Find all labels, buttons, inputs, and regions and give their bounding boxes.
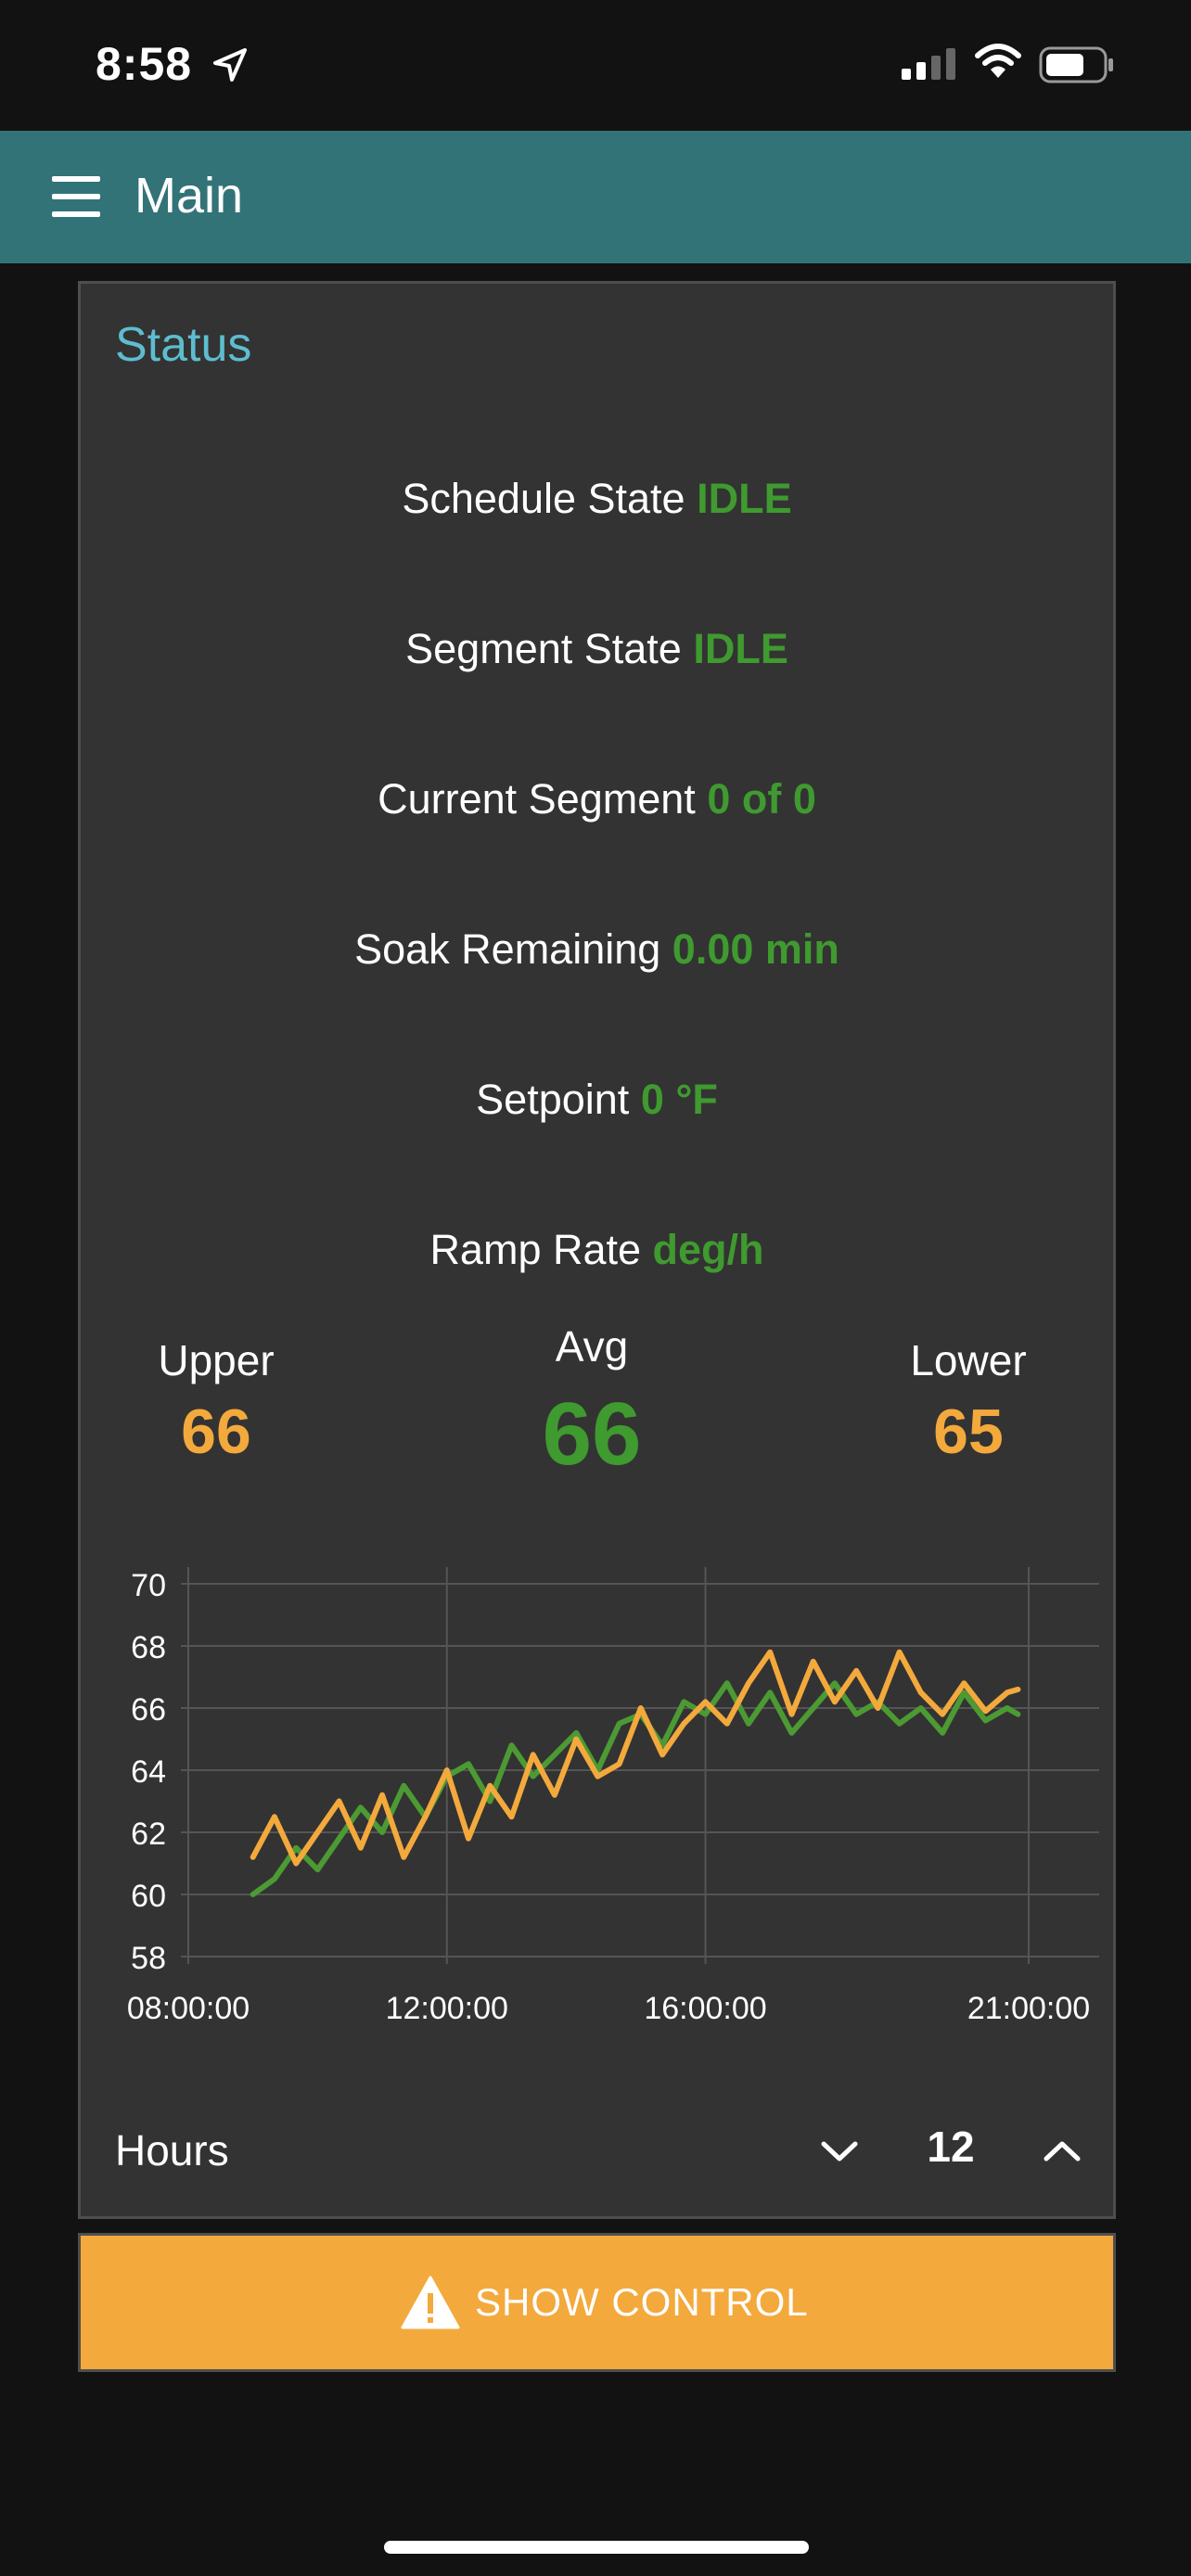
segment-state-row: Segment State IDLE	[78, 625, 1116, 673]
segment-state-label: Segment State	[405, 625, 682, 672]
wifi-icon	[975, 44, 1021, 78]
current-segment-row: Current Segment 0 of 0	[78, 775, 1116, 823]
y-tick-label: 66	[131, 1692, 166, 1728]
x-tick-label: 08:00:00	[127, 1991, 250, 2026]
status-time: 8:58	[96, 38, 193, 90]
y-tick-label: 58	[131, 1941, 166, 1976]
y-tick-label: 60	[131, 1879, 166, 1914]
avg-gauge-value: 66	[542, 1384, 642, 1484]
status-bar: 8:58	[0, 0, 1191, 131]
y-tick-label: 62	[131, 1817, 166, 1852]
setpoint-row: Setpoint 0 °F	[78, 1076, 1116, 1124]
setpoint-label: Setpoint	[476, 1076, 630, 1123]
series-line-2	[250, 1649, 1021, 1867]
chevron-up-icon[interactable]	[1039, 2133, 1085, 2170]
y-tick-label: 70	[131, 1568, 166, 1603]
schedule-state-value: IDLE	[697, 475, 792, 522]
temperature-chart: 70 68 66 64 62 60 58 08:00:00 12:00:00 16:00:00 21…	[127, 1567, 1099, 2026]
upper-gauge-label: Upper	[158, 1336, 275, 1384]
schedule-state-row: Schedule State IDLE	[78, 475, 1116, 523]
current-segment-label: Current Segment	[378, 775, 696, 823]
soak-remaining-label: Soak Remaining	[354, 925, 661, 973]
x-tick-label: 16:00:00	[644, 1991, 766, 2026]
segment-state-value: IDLE	[693, 625, 788, 672]
ramp-rate-label: Ramp Rate	[429, 1226, 642, 1273]
app-bar	[0, 131, 1191, 263]
setpoint-value: 0 °F	[640, 1076, 718, 1123]
soak-remaining-value: 0.00 min	[672, 925, 839, 973]
show-control-button[interactable]: SHOW CONTROL	[78, 2233, 1116, 2372]
y-tick-label: 64	[131, 1754, 166, 1790]
show-control-label: SHOW CONTROL	[475, 2280, 809, 2324]
avg-gauge-label: Avg	[555, 1322, 629, 1371]
hours-label: Hours	[115, 2126, 229, 2174]
current-segment-value: 0 of 0	[707, 775, 816, 823]
hours-value[interactable]: 12	[927, 2123, 975, 2171]
status-card-title: Status	[115, 318, 252, 372]
ramp-rate-row: Ramp Rate deg/h	[78, 1226, 1116, 1274]
lower-gauge-label: Lower	[910, 1336, 1027, 1384]
upper-gauge-value: 66	[181, 1396, 251, 1467]
soak-remaining-row: Soak Remaining 0.00 min	[78, 925, 1116, 974]
y-tick-label: 68	[131, 1630, 166, 1665]
page-title: Main	[134, 168, 244, 223]
x-tick-label: 12:00:00	[386, 1991, 508, 2026]
lower-gauge-value: 65	[933, 1396, 1004, 1467]
hamburger-menu-icon[interactable]	[48, 176, 108, 223]
x-tick-label: 21:00:00	[967, 1991, 1090, 2026]
warning-icon	[401, 2276, 460, 2329]
home-indicator	[384, 2541, 809, 2554]
battery-icon	[1039, 46, 1113, 83]
cellular-signal-icon	[902, 48, 955, 80]
location-arrow-icon	[213, 48, 247, 82]
chevron-down-icon[interactable]	[816, 2133, 863, 2170]
schedule-state-label: Schedule State	[402, 475, 685, 522]
ramp-rate-value: deg/h	[652, 1226, 764, 1273]
